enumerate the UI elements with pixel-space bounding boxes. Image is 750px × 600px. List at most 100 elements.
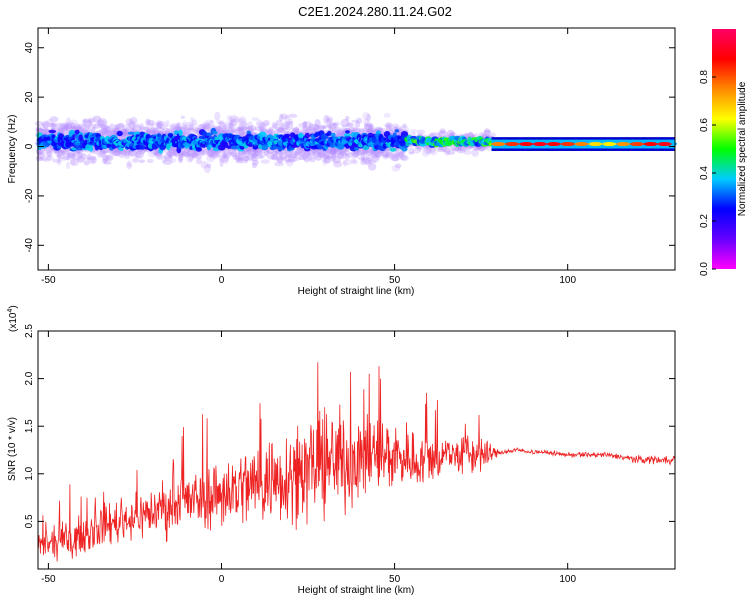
spectrogram-halo-blob — [177, 152, 184, 161]
spectrogram-halo-blob — [255, 120, 264, 128]
spectrogram-halo-blob — [271, 154, 278, 159]
y-tick-label: 2.5 — [24, 324, 35, 338]
spectrogram-halo-blob — [330, 146, 337, 156]
spectrogram-halo-blob — [330, 148, 337, 153]
spectrogram-halo-blob — [241, 155, 251, 162]
spectrogram-halo-blob — [367, 159, 377, 164]
spectrogram-halo-blob — [275, 127, 283, 134]
spectrogram-halo-blob — [330, 153, 336, 162]
spectrogram-halo-blob — [237, 149, 245, 156]
spectrogram-halo-blob — [337, 151, 348, 160]
spectrogram-halo-blob — [273, 152, 279, 157]
spectrogram-halo-blob — [150, 128, 160, 136]
spectrogram-halo-blob — [267, 129, 275, 134]
spectrogram-halo-blob — [345, 115, 350, 122]
spectrogram-halo-blob — [222, 153, 228, 158]
spectrogram-core-blob — [74, 129, 80, 135]
spectrogram-halo-blob — [328, 122, 337, 130]
spectrogram-halo-blob — [241, 121, 248, 127]
spectrogram-halo-blob — [289, 151, 299, 156]
spectrogram-halo-blob — [189, 116, 195, 123]
spectrogram-halo-blob — [166, 151, 175, 157]
spectrogram-halo-blob — [351, 119, 360, 123]
spectrogram-core-blob — [283, 133, 291, 137]
spectrogram-halo-blob — [169, 157, 177, 163]
spectrogram-core-blob — [214, 136, 220, 141]
spectrogram-halo-blob — [148, 123, 154, 127]
spectrogram-halo-blob — [92, 123, 99, 130]
spectrogram-halo-blob — [182, 124, 188, 130]
spectrogram-halo-blob — [184, 121, 195, 131]
spectrogram-halo-blob — [202, 122, 207, 131]
spectrogram-halo-blob — [49, 122, 58, 128]
spectrogram-halo-blob — [301, 126, 311, 132]
spectrogram-halo-blob — [155, 152, 163, 160]
spectrogram-halo-blob — [162, 159, 173, 165]
spectrogram-halo-blob — [314, 152, 323, 161]
spectrogram-halo-blob — [302, 152, 313, 162]
spectrogram-halo-blob — [326, 147, 335, 153]
spectrogram-halo-blob — [337, 130, 345, 135]
spectrogram-halo-blob — [294, 148, 300, 157]
spectrogram-halo-blob — [340, 118, 350, 128]
spectrogram-halo-blob — [250, 153, 259, 162]
spectrogram-halo-blob — [60, 148, 70, 155]
spectrogram-halo-blob — [118, 151, 124, 159]
spectrogram-halo-blob — [132, 124, 143, 134]
spectrogram-core-blob — [317, 144, 324, 150]
spectrogram-halo-blob — [303, 121, 312, 126]
spectrogram-halo-blob — [416, 129, 426, 135]
spectrogram-core-blob — [127, 131, 135, 135]
spectrogram-halo-blob — [206, 148, 215, 157]
spectrogram-halo-blob — [168, 154, 173, 158]
spectrogram-halo-blob — [282, 127, 289, 136]
spectrogram-halo-blob — [183, 148, 191, 154]
spectrogram-halo-blob — [204, 164, 211, 174]
spectrogram-halo-blob — [340, 149, 345, 158]
spectrogram-halo-blob — [146, 129, 151, 133]
spectrogram-halo-blob — [322, 153, 331, 160]
spectrogram-halo-blob — [205, 119, 213, 125]
spectrogram-halo-blob — [35, 125, 43, 132]
spectrogram-core-blob — [371, 136, 378, 144]
spectrogram-halo-blob — [143, 126, 150, 131]
spectrogram-halo-blob — [484, 129, 491, 134]
spectrogram-halo-blob — [281, 121, 291, 130]
spectrogram-halo-blob — [271, 150, 279, 156]
spectrogram-halo-blob — [288, 118, 293, 124]
spectrogram-halo-blob — [196, 152, 206, 156]
snr-y-multiplier-exp: 4 — [7, 309, 14, 313]
spectrogram-halo-blob — [101, 158, 108, 164]
spectrogram-halo-blob — [283, 155, 291, 163]
spectrogram-halo-blob — [471, 149, 479, 157]
spectrogram-halo-blob — [200, 160, 208, 169]
spectrogram-halo-blob — [38, 149, 44, 156]
spectrogram-halo-blob — [113, 151, 122, 157]
spectrogram-halo-blob — [463, 132, 469, 137]
spectrogram-halo-blob — [86, 156, 97, 161]
spectrogram-halo-blob — [55, 122, 63, 128]
spectrogram-halo-blob — [61, 148, 66, 154]
spectrogram-halo-blob — [229, 120, 235, 124]
spectrogram-halo-blob — [396, 153, 404, 158]
spectrogram-core-blob — [212, 131, 218, 135]
spectrogram-halo-blob — [227, 148, 234, 155]
spectrogram-halo-blob — [234, 127, 241, 133]
spectrogram-halo-blob — [278, 151, 289, 159]
spectrogram-halo-blob — [291, 127, 297, 132]
spectrogram-halo-blob — [66, 117, 71, 127]
spectrogram-halo-blob — [372, 152, 378, 157]
spectrogram-halo-blob — [484, 127, 491, 137]
spectrogram-halo-blob — [219, 157, 224, 167]
spectrogram-halo-blob — [457, 145, 468, 151]
spectrogram-halo-blob — [274, 161, 284, 167]
spectrogram-halo-blob — [229, 115, 239, 122]
spectrogram-halo-blob — [173, 152, 182, 158]
spectrogram-halo-blob — [322, 125, 327, 129]
spectrogram-halo-blob — [337, 152, 345, 159]
spectrogram-core-blob — [230, 145, 239, 150]
spectrogram-halo-blob — [322, 154, 331, 164]
spectrogram-halo-blob — [230, 151, 238, 157]
spectrogram-halo-blob — [346, 151, 355, 158]
spectrogram-halo-blob — [398, 151, 405, 158]
